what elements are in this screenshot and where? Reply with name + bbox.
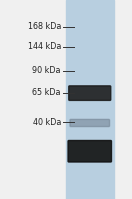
Text: 90 kDa: 90 kDa [32,66,61,75]
FancyBboxPatch shape [69,86,111,100]
Text: 144 kDa: 144 kDa [28,42,61,51]
Text: 40 kDa: 40 kDa [33,118,61,127]
Text: 168 kDa: 168 kDa [28,22,61,31]
FancyBboxPatch shape [68,140,111,162]
Text: 65 kDa: 65 kDa [32,88,61,97]
Bar [66,0,114,199]
FancyBboxPatch shape [70,119,110,127]
